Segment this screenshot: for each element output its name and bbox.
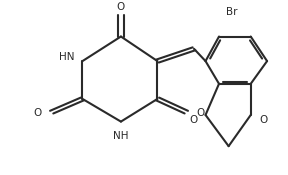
- Text: Br: Br: [226, 7, 237, 17]
- Text: O: O: [190, 115, 198, 125]
- Text: HN: HN: [59, 52, 75, 62]
- Text: O: O: [117, 2, 125, 12]
- Text: O: O: [259, 115, 268, 125]
- Text: O: O: [196, 108, 204, 118]
- Text: NH: NH: [113, 131, 129, 141]
- Text: O: O: [34, 108, 42, 118]
